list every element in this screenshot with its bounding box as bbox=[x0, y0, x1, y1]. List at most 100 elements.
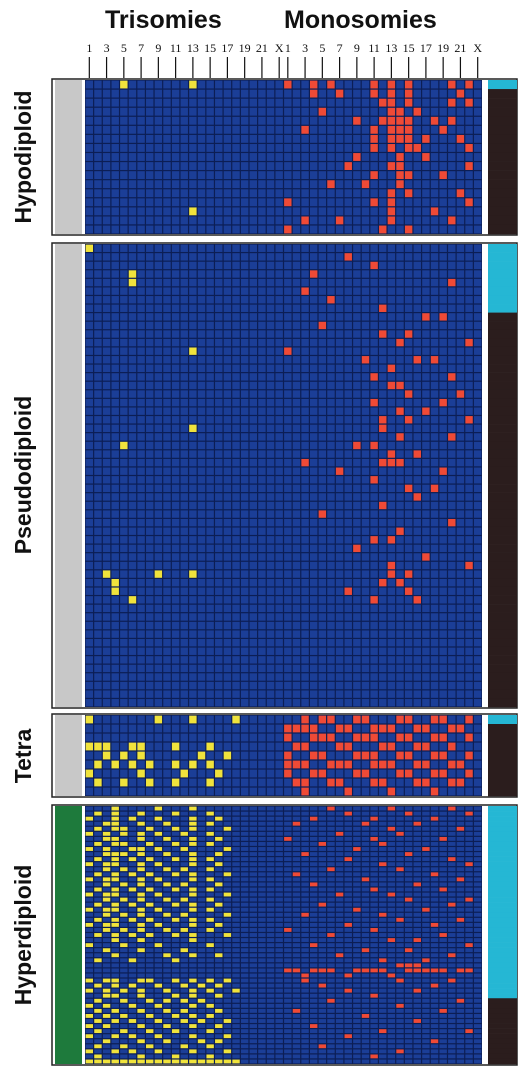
normal-cell bbox=[137, 857, 145, 862]
normal-cell bbox=[197, 364, 206, 373]
normal-cell bbox=[413, 544, 421, 553]
normal-cell bbox=[171, 207, 180, 216]
normal-cell bbox=[215, 270, 223, 278]
monosomy-cell bbox=[404, 80, 413, 89]
column-tick-label: X bbox=[473, 41, 482, 55]
normal-cell bbox=[206, 321, 214, 330]
normal-cell bbox=[223, 536, 232, 544]
normal-cell bbox=[128, 89, 137, 98]
normal-cell bbox=[361, 630, 370, 638]
normal-cell bbox=[102, 373, 111, 381]
normal-cell bbox=[128, 544, 137, 553]
normal-cell bbox=[327, 912, 335, 917]
normal-cell bbox=[146, 433, 154, 441]
normal-cell bbox=[301, 501, 309, 510]
normal-cell bbox=[215, 125, 223, 134]
normal-cell bbox=[197, 89, 206, 98]
normal-cell bbox=[215, 639, 223, 647]
normal-cell bbox=[206, 270, 214, 278]
normal-cell bbox=[301, 116, 309, 125]
normal-cell bbox=[456, 836, 465, 841]
trisomy-cell bbox=[171, 760, 180, 769]
normal-cell bbox=[94, 892, 102, 897]
monosomy-cell bbox=[448, 724, 456, 733]
normal-cell bbox=[223, 821, 232, 826]
monosomy-cell bbox=[387, 134, 396, 143]
normal-cell bbox=[473, 821, 482, 826]
normal-cell bbox=[197, 578, 206, 587]
normal-cell bbox=[387, 639, 396, 647]
normal-cell bbox=[318, 171, 327, 180]
normal-cell bbox=[309, 664, 318, 673]
normal-cell bbox=[232, 867, 240, 872]
normal-cell bbox=[258, 287, 266, 295]
normal-cell bbox=[422, 373, 430, 381]
normal-cell bbox=[215, 89, 223, 98]
normal-cell bbox=[456, 253, 465, 261]
normal-cell bbox=[102, 89, 111, 98]
normal-cell bbox=[370, 604, 378, 613]
normal-cell bbox=[344, 484, 352, 493]
normal-cell bbox=[318, 407, 327, 415]
normal-cell bbox=[335, 922, 344, 927]
normal-cell bbox=[292, 407, 301, 415]
normal-cell bbox=[189, 778, 197, 787]
normal-cell bbox=[146, 836, 154, 841]
normal-cell bbox=[353, 125, 361, 134]
normal-cell bbox=[180, 441, 188, 450]
normal-cell bbox=[128, 80, 137, 89]
monosomy-cell bbox=[465, 811, 473, 816]
normal-cell bbox=[163, 578, 171, 587]
normal-cell bbox=[379, 887, 387, 892]
normal-cell bbox=[266, 338, 275, 347]
normal-cell bbox=[344, 912, 352, 917]
normal-cell bbox=[439, 134, 447, 143]
normal-cell bbox=[163, 917, 171, 922]
normal-cell bbox=[318, 621, 327, 630]
normal-cell bbox=[456, 407, 465, 415]
normal-cell bbox=[335, 518, 344, 527]
normal-cell bbox=[180, 180, 188, 189]
normal-cell bbox=[240, 852, 249, 856]
normal-cell bbox=[413, 553, 421, 561]
normal-cell bbox=[102, 553, 111, 561]
normal-cell bbox=[335, 373, 344, 381]
normal-cell bbox=[465, 836, 473, 841]
normal-cell bbox=[223, 831, 232, 836]
normal-cell bbox=[223, 882, 232, 887]
normal-cell bbox=[353, 467, 361, 475]
normal-cell bbox=[240, 304, 249, 312]
monosomy-cell bbox=[335, 724, 344, 733]
normal-cell bbox=[137, 630, 145, 638]
normal-cell bbox=[163, 162, 171, 170]
normal-cell bbox=[473, 416, 482, 424]
trisomy-cell bbox=[189, 902, 197, 907]
normal-cell bbox=[344, 476, 352, 484]
normal-cell bbox=[249, 98, 258, 107]
normal-cell bbox=[85, 441, 94, 450]
normal-cell bbox=[154, 450, 163, 458]
normal-cell bbox=[439, 458, 447, 467]
normal-cell bbox=[266, 787, 275, 796]
normal-cell bbox=[189, 278, 197, 287]
normal-cell bbox=[309, 760, 318, 769]
normal-cell bbox=[422, 604, 430, 613]
normal-cell bbox=[292, 207, 301, 216]
normal-cell bbox=[448, 578, 456, 587]
normal-cell bbox=[413, 330, 421, 338]
normal-cell bbox=[258, 656, 266, 664]
normal-cell bbox=[197, 510, 206, 518]
monosomy-cell bbox=[448, 80, 456, 89]
normal-cell bbox=[422, 821, 430, 826]
normal-cell bbox=[85, 381, 94, 390]
normal-cell bbox=[154, 287, 163, 295]
normal-cell bbox=[465, 527, 473, 535]
monosomy-cell bbox=[370, 778, 378, 787]
trisomy-cell bbox=[171, 742, 180, 751]
normal-cell bbox=[197, 907, 206, 912]
normal-cell bbox=[335, 424, 344, 433]
normal-cell bbox=[430, 270, 439, 278]
right-status-bar-segment bbox=[488, 509, 517, 519]
normal-cell bbox=[473, 922, 482, 927]
normal-cell bbox=[335, 928, 344, 932]
